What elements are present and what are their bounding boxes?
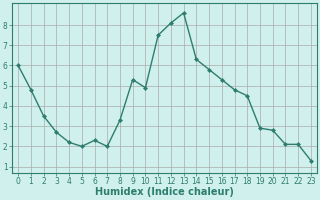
X-axis label: Humidex (Indice chaleur): Humidex (Indice chaleur) — [95, 187, 234, 197]
